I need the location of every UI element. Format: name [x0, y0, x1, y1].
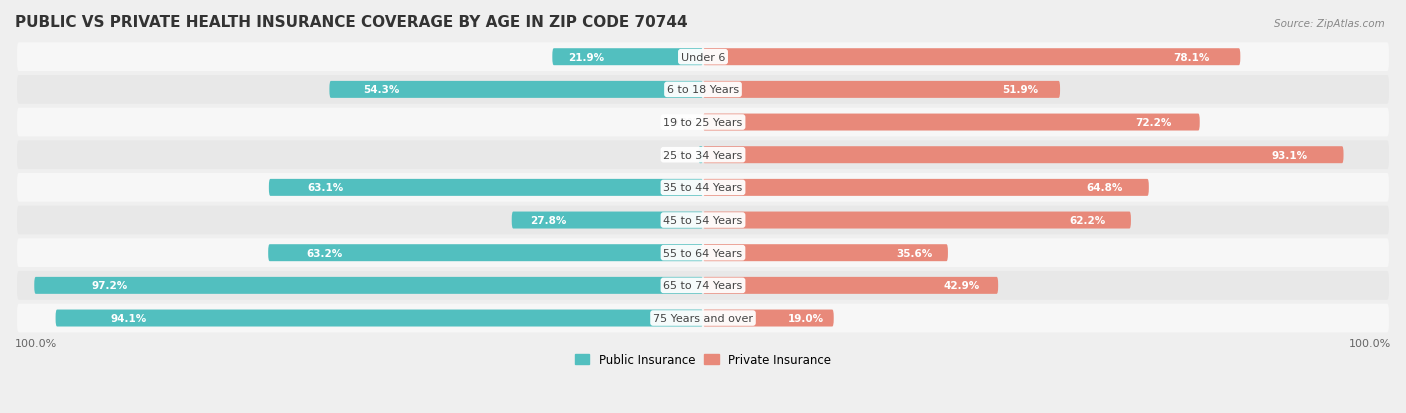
Text: 0.0%: 0.0% [671, 118, 697, 128]
FancyBboxPatch shape [17, 239, 1389, 268]
Legend: Public Insurance, Private Insurance: Public Insurance, Private Insurance [571, 349, 835, 371]
Text: 63.2%: 63.2% [307, 248, 343, 258]
Text: 97.2%: 97.2% [91, 281, 128, 291]
FancyBboxPatch shape [17, 108, 1389, 137]
FancyBboxPatch shape [17, 304, 1389, 332]
FancyBboxPatch shape [56, 310, 703, 327]
Text: 75 Years and over: 75 Years and over [652, 313, 754, 323]
FancyBboxPatch shape [269, 244, 703, 261]
Text: 64.8%: 64.8% [1087, 183, 1123, 193]
Text: 93.1%: 93.1% [1272, 150, 1308, 160]
FancyBboxPatch shape [329, 82, 703, 99]
FancyBboxPatch shape [703, 244, 948, 261]
Text: 100.0%: 100.0% [1348, 338, 1391, 348]
Text: 25 to 34 Years: 25 to 34 Years [664, 150, 742, 160]
Text: 6 to 18 Years: 6 to 18 Years [666, 85, 740, 95]
Text: 72.2%: 72.2% [1135, 118, 1171, 128]
FancyBboxPatch shape [703, 49, 1240, 66]
FancyBboxPatch shape [703, 82, 1060, 99]
Text: 55 to 64 Years: 55 to 64 Years [664, 248, 742, 258]
FancyBboxPatch shape [17, 173, 1389, 202]
Text: 54.3%: 54.3% [363, 85, 399, 95]
FancyBboxPatch shape [17, 206, 1389, 235]
Text: 21.9%: 21.9% [568, 52, 605, 62]
FancyBboxPatch shape [703, 277, 998, 294]
Text: 78.1%: 78.1% [1174, 52, 1211, 62]
Text: 45 to 54 Years: 45 to 54 Years [664, 216, 742, 225]
Text: 100.0%: 100.0% [15, 338, 58, 348]
FancyBboxPatch shape [703, 114, 1199, 131]
Text: 27.8%: 27.8% [530, 216, 567, 225]
FancyBboxPatch shape [269, 179, 703, 197]
Text: 19.0%: 19.0% [787, 313, 824, 323]
Text: Under 6: Under 6 [681, 52, 725, 62]
Text: 35.6%: 35.6% [896, 248, 932, 258]
FancyBboxPatch shape [703, 212, 1130, 229]
FancyBboxPatch shape [703, 147, 1344, 164]
Text: 0.66%: 0.66% [659, 150, 693, 160]
FancyBboxPatch shape [17, 76, 1389, 104]
FancyBboxPatch shape [34, 277, 703, 294]
FancyBboxPatch shape [17, 271, 1389, 300]
FancyBboxPatch shape [699, 147, 703, 164]
Text: Source: ZipAtlas.com: Source: ZipAtlas.com [1274, 19, 1385, 28]
Text: 94.1%: 94.1% [111, 313, 148, 323]
Text: 51.9%: 51.9% [1002, 85, 1039, 95]
Text: 63.1%: 63.1% [307, 183, 343, 193]
Text: PUBLIC VS PRIVATE HEALTH INSURANCE COVERAGE BY AGE IN ZIP CODE 70744: PUBLIC VS PRIVATE HEALTH INSURANCE COVER… [15, 15, 688, 30]
Text: 35 to 44 Years: 35 to 44 Years [664, 183, 742, 193]
FancyBboxPatch shape [17, 43, 1389, 72]
FancyBboxPatch shape [703, 179, 1149, 197]
Text: 65 to 74 Years: 65 to 74 Years [664, 281, 742, 291]
FancyBboxPatch shape [17, 141, 1389, 170]
FancyBboxPatch shape [553, 49, 703, 66]
FancyBboxPatch shape [512, 212, 703, 229]
Text: 19 to 25 Years: 19 to 25 Years [664, 118, 742, 128]
FancyBboxPatch shape [703, 310, 834, 327]
Text: 42.9%: 42.9% [943, 281, 980, 291]
Text: 62.2%: 62.2% [1070, 216, 1107, 225]
